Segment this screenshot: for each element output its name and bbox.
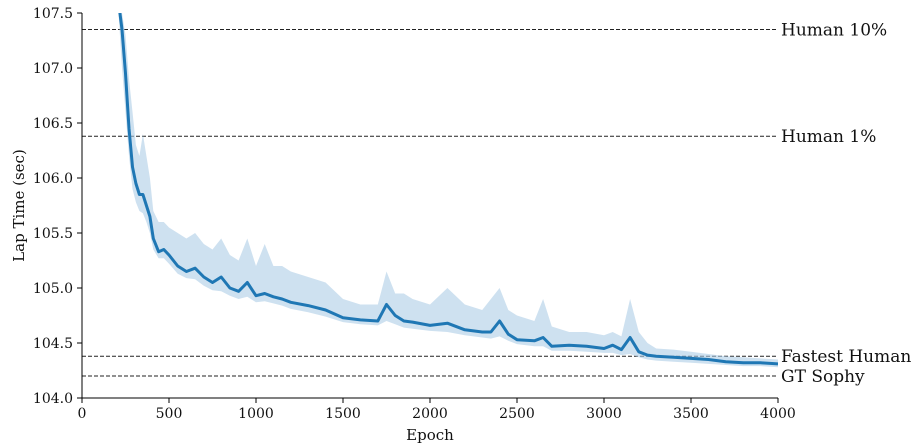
x-tick-label: 1000: [238, 406, 274, 422]
y-tick-label: 104.5: [33, 336, 73, 352]
y-tick-label: 106.5: [33, 116, 73, 132]
y-tick-label: 105.0: [33, 281, 73, 297]
x-tick-label: 2000: [412, 406, 448, 422]
y-axis-label: Lap Time (sec): [10, 149, 28, 262]
x-axis-label: Epoch: [406, 426, 454, 444]
x-tick-label: 500: [156, 406, 183, 422]
x-tick-label: 0: [78, 406, 87, 422]
x-tick-label: 4000: [760, 406, 796, 422]
reference-line-label: Human 1%: [781, 127, 876, 147]
y-tick-label: 107.5: [33, 6, 73, 22]
x-tick-label: 1500: [325, 406, 361, 422]
y-tick-label: 104.0: [33, 391, 73, 407]
reference-line-label: GT Sophy: [781, 367, 865, 387]
y-tick-label: 106.0: [33, 171, 73, 187]
reference-line-label: Fastest Human: [781, 347, 911, 367]
series-line: [118, 13, 778, 366]
x-tick-label: 3500: [673, 406, 709, 422]
y-tick-label: 107.0: [33, 61, 73, 77]
x-tick-label: 3000: [586, 406, 622, 422]
x-tick-label: 2500: [499, 406, 535, 422]
y-tick-label: 105.5: [33, 226, 73, 242]
series-band: [118, 13, 778, 368]
reference-line-label: Human 10%: [781, 21, 887, 41]
